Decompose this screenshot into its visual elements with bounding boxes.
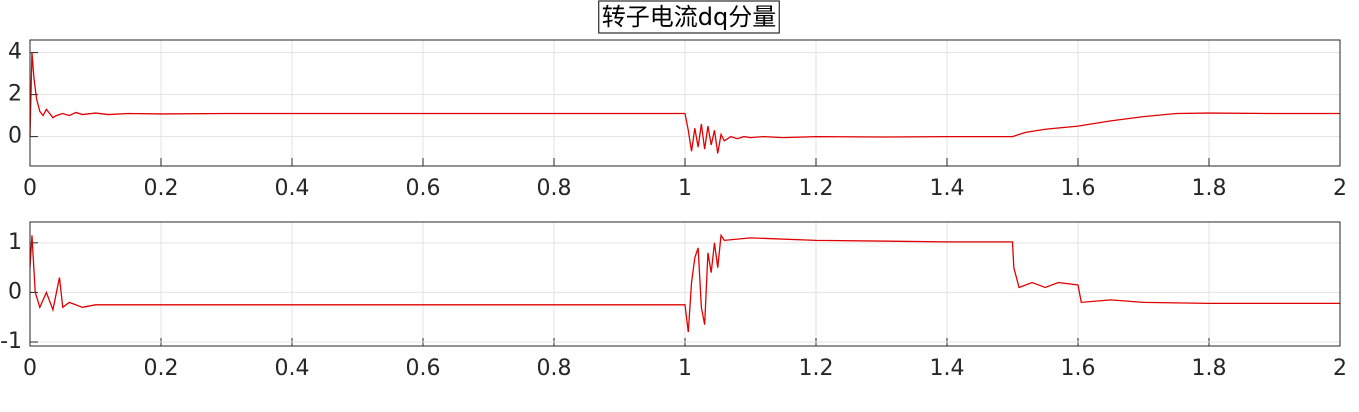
subplot: 0 0.2 0.4 0.6 0.8 1 1.2 1.4 1.6 1.8 2-101 [0, 221, 1347, 381]
x-tick-label: 0.8 [537, 176, 572, 201]
x-tick-label: 1.2 [799, 176, 834, 201]
x-tick-label: 1.4 [930, 356, 965, 381]
x-tick-label: 1.6 [1061, 356, 1096, 381]
x-tick-label: 0.2 [144, 356, 179, 381]
data-line [29, 52, 1340, 154]
x-tick-label: 2 [1333, 176, 1347, 201]
title-box [598, 0, 780, 34]
chart-title: 转子电流dq分量 [602, 3, 776, 31]
x-tick-label: 2 [1333, 356, 1347, 381]
x-tick-label: 1 [678, 356, 692, 381]
x-tick-label: 0.2 [144, 176, 179, 201]
x-tick-label: 1 [678, 176, 692, 201]
axes-box [29, 39, 1341, 167]
x-tick-label: 0.4 [275, 176, 310, 201]
x-tick-label: 1.4 [930, 176, 965, 201]
x-tick-label: 0.4 [275, 356, 310, 381]
x-tick-label: 1.8 [1192, 176, 1227, 201]
x-tick-label: 1.2 [799, 356, 834, 381]
x-tick-label: 0.6 [406, 356, 441, 381]
x-tick-label: 0.6 [406, 176, 441, 201]
x-tick-label: 0.8 [537, 356, 572, 381]
x-tick-label: 0 [23, 176, 37, 201]
data-line [29, 233, 1340, 333]
axes-box [29, 221, 1341, 347]
y-tick-label: 0 [8, 279, 22, 304]
x-tick-label: 0 [23, 356, 37, 381]
y-tick-label: 1 [8, 230, 22, 255]
y-tick-label: 4 [8, 40, 22, 65]
y-tick-label: 2 [8, 82, 22, 107]
y-tick-label: -1 [0, 329, 22, 354]
subplot: 0 0.2 0.4 0.6 0.8 1 1.2 1.4 1.6 1.8 2 0 2 4 转子电流dq分量 [8, 0, 1347, 201]
x-tick-label: 1.8 [1192, 356, 1227, 381]
x-tick-label: 1.6 [1061, 176, 1096, 201]
y-tick-label: 0 [8, 124, 22, 149]
